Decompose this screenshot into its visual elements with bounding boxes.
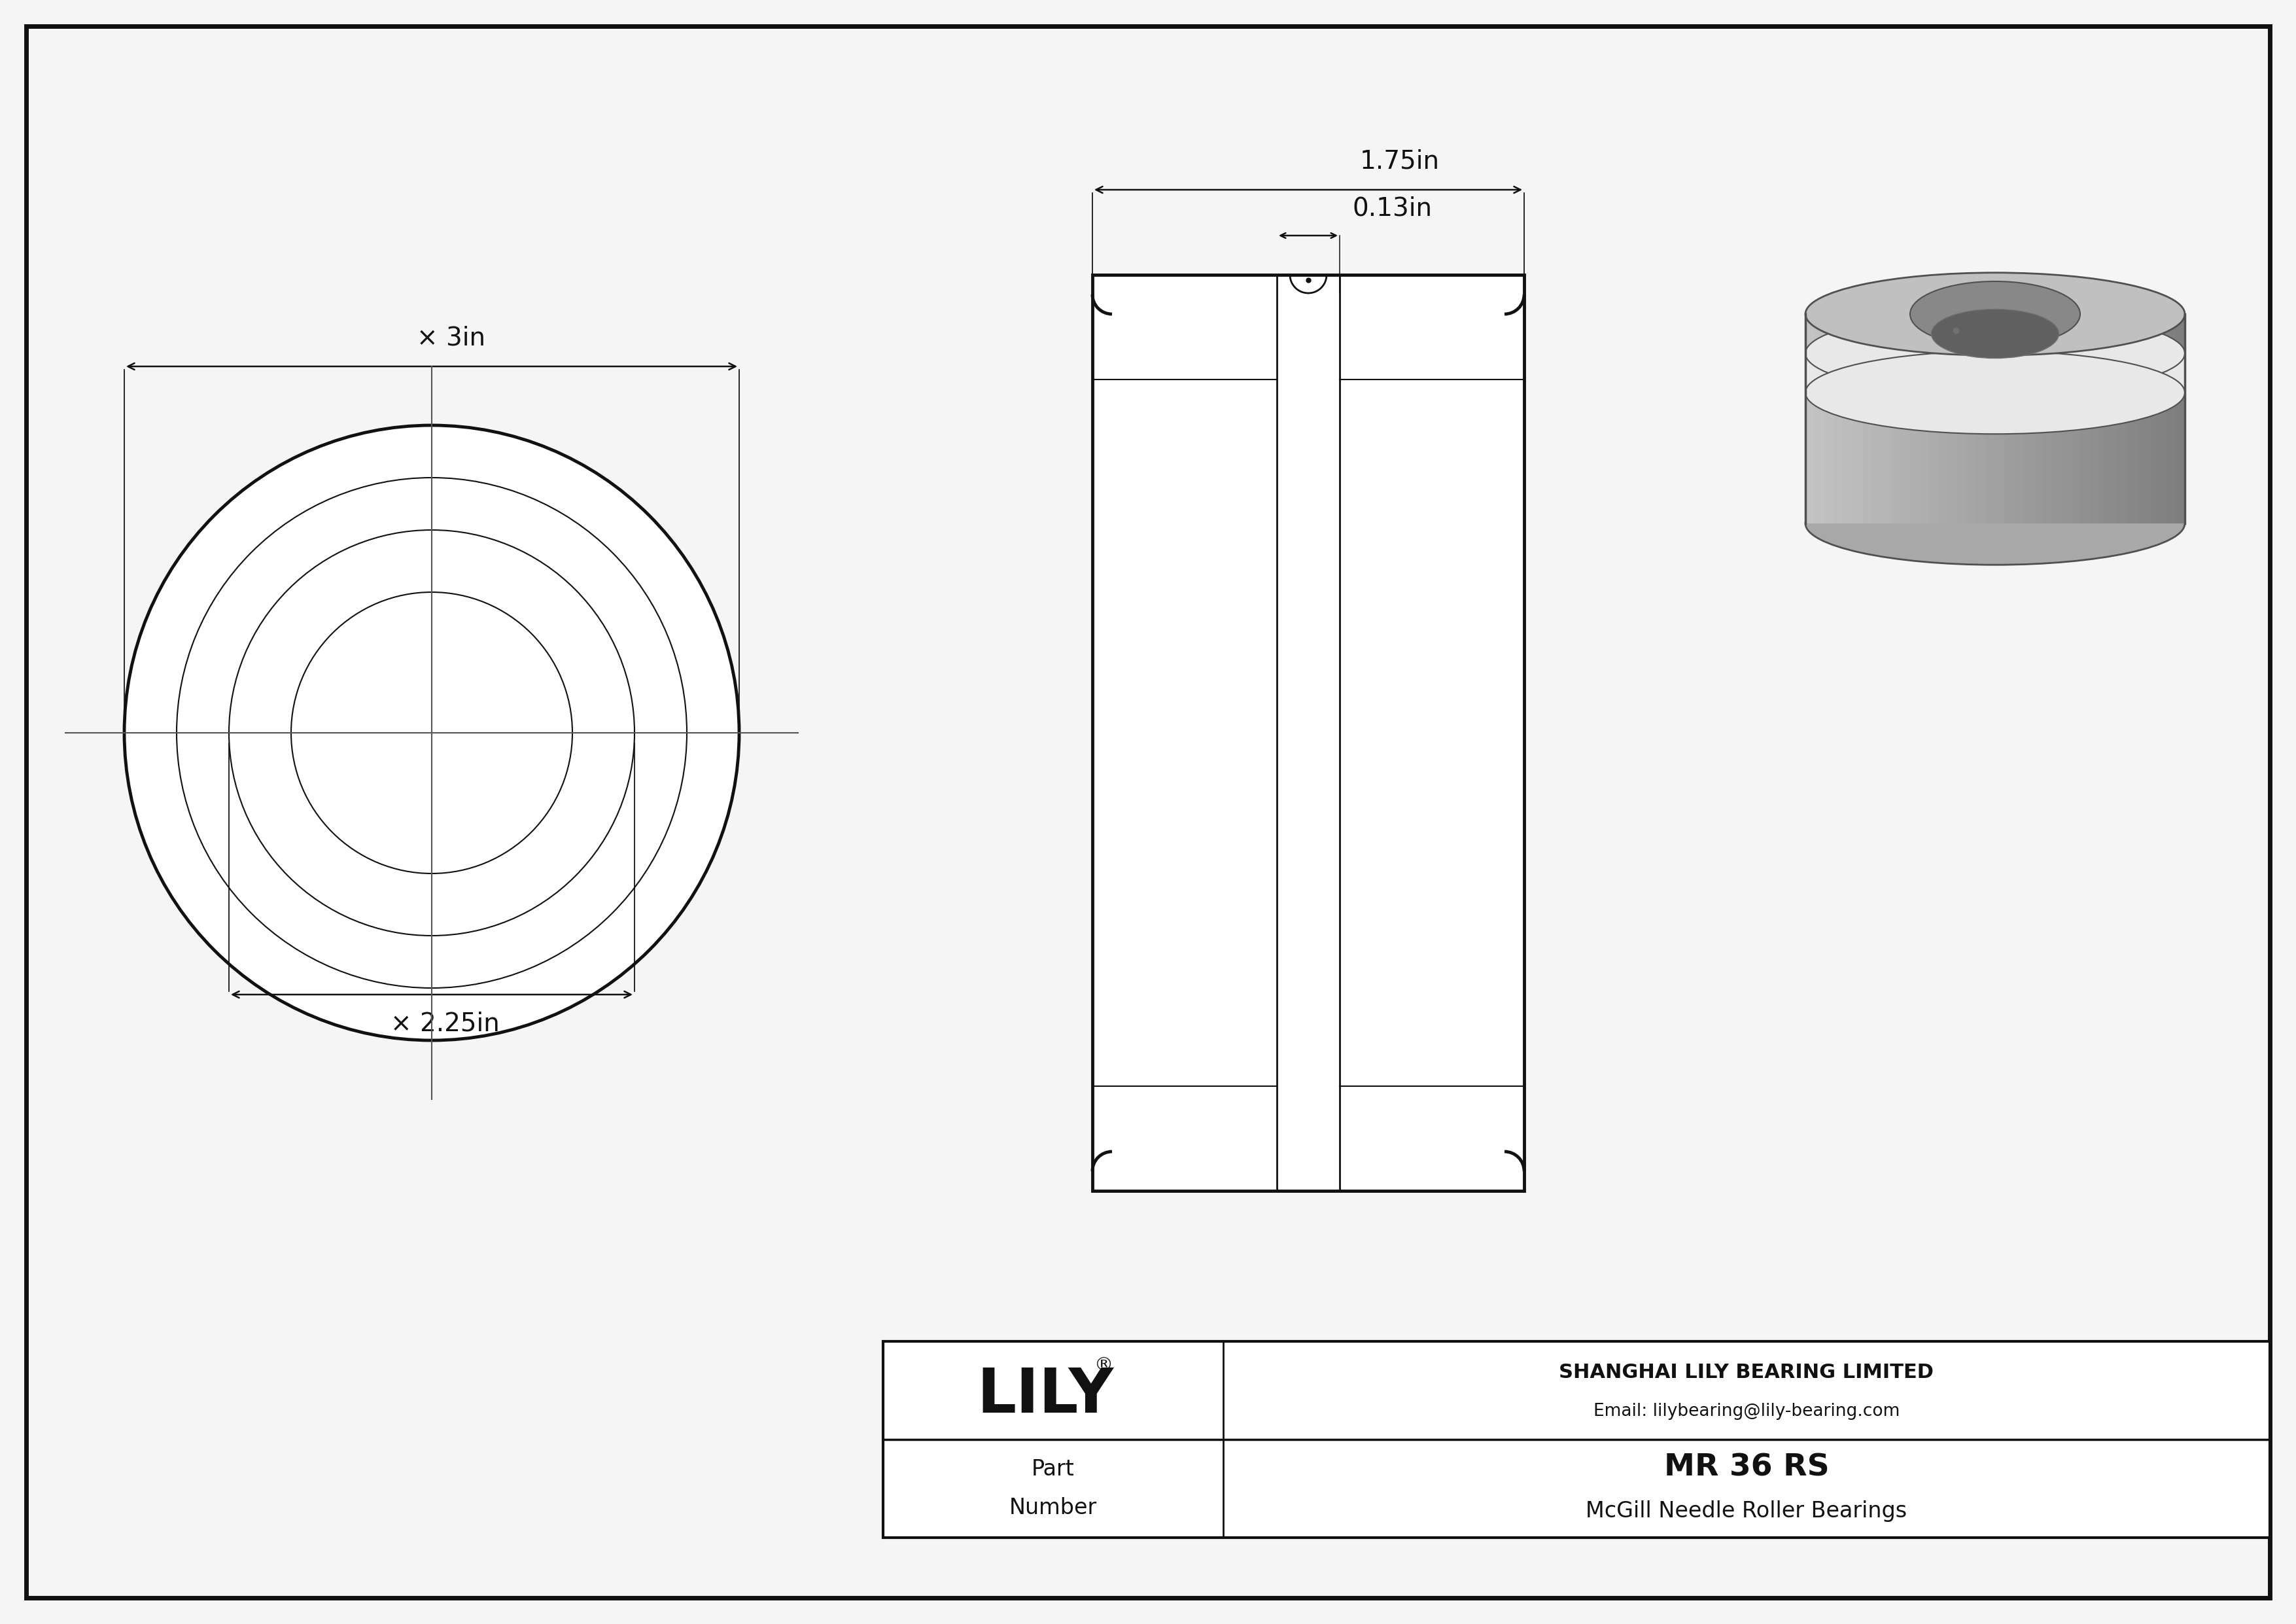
Bar	[1995, 313, 2004, 523]
Text: 1.75in: 1.75in	[1359, 148, 1440, 174]
Bar	[2014, 313, 2025, 523]
Bar	[2138, 313, 2147, 523]
Text: 0.13in: 0.13in	[1352, 197, 1433, 221]
Bar	[1968, 313, 1977, 523]
Bar	[2004, 313, 2014, 523]
Bar	[1825, 313, 1835, 523]
Bar	[2174, 313, 2186, 523]
Text: × 3in: × 3in	[418, 325, 487, 351]
Bar	[1862, 313, 1874, 523]
Bar	[2089, 313, 2101, 523]
Bar	[2147, 313, 2156, 523]
Bar	[1093, 274, 1525, 1190]
Bar	[2023, 313, 2034, 523]
Bar	[2071, 313, 2080, 523]
Bar	[884, 1341, 2271, 1538]
Ellipse shape	[1805, 351, 2186, 434]
Bar	[1919, 313, 1929, 523]
Text: Part
Number: Part Number	[1010, 1458, 1097, 1518]
Bar	[1814, 313, 1825, 523]
Bar	[1805, 354, 2186, 393]
Bar	[1844, 313, 1853, 523]
Circle shape	[230, 529, 634, 935]
Bar	[1901, 313, 1910, 523]
Ellipse shape	[1805, 312, 2186, 395]
Bar	[1956, 313, 1968, 523]
Text: SHANGHAI LILY BEARING LIMITED: SHANGHAI LILY BEARING LIMITED	[1559, 1363, 1933, 1382]
Ellipse shape	[1805, 273, 2186, 356]
Bar	[1977, 313, 1986, 523]
Bar	[1947, 313, 1958, 523]
Bar	[2043, 313, 2053, 523]
Circle shape	[292, 593, 572, 874]
Bar	[1805, 313, 1816, 523]
Text: LILY: LILY	[976, 1366, 1114, 1426]
Bar	[2099, 313, 2110, 523]
Ellipse shape	[1805, 482, 2186, 565]
Bar	[1871, 313, 1883, 523]
Bar	[1929, 313, 1938, 523]
Bar	[1892, 313, 1901, 523]
Bar	[2062, 313, 2071, 523]
Bar	[2128, 313, 2138, 523]
Bar	[1805, 313, 2186, 523]
Bar	[2053, 313, 2062, 523]
Bar	[1853, 313, 1862, 523]
Text: Email: lilybearing@lily-bearing.com: Email: lilybearing@lily-bearing.com	[1593, 1403, 1899, 1419]
Text: ®: ®	[1095, 1356, 1114, 1374]
Bar	[2032, 313, 2043, 523]
Bar	[2110, 313, 2119, 523]
Bar	[2165, 313, 2177, 523]
Ellipse shape	[1910, 281, 2080, 348]
Bar	[2080, 313, 2092, 523]
Bar	[1880, 313, 1892, 523]
Text: MR 36 RS: MR 36 RS	[1665, 1453, 1830, 1483]
Circle shape	[124, 425, 739, 1041]
Text: × 2.25in: × 2.25in	[390, 1010, 498, 1036]
Bar	[1938, 313, 1949, 523]
Circle shape	[177, 477, 687, 987]
Text: McGill Needle Roller Bearings: McGill Needle Roller Bearings	[1587, 1501, 1908, 1522]
Bar	[2156, 313, 2167, 523]
Ellipse shape	[1931, 309, 2060, 359]
Bar	[1910, 313, 1919, 523]
Bar	[2119, 313, 2128, 523]
Bar	[1986, 313, 1995, 523]
Bar	[1835, 313, 1844, 523]
